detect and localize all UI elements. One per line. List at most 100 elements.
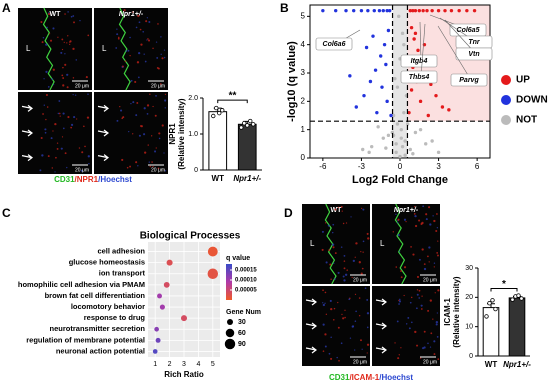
- signal: [322, 323, 325, 326]
- scale-bar-label: 20 μm: [423, 359, 437, 365]
- data-point: [370, 144, 374, 149]
- data-point: [395, 122, 400, 126]
- data-point: [397, 14, 401, 19]
- data-point: [430, 139, 434, 143]
- signal: [324, 333, 327, 336]
- signal: [405, 323, 408, 325]
- signal: [418, 289, 421, 292]
- signal: [60, 147, 63, 150]
- signal: [330, 307, 333, 311]
- signal: [367, 237, 370, 240]
- signal: [421, 221, 424, 225]
- data-point: [373, 68, 378, 72]
- arrow: [375, 298, 387, 306]
- data-point: [484, 314, 489, 319]
- signal: [398, 250, 401, 253]
- signal: [61, 74, 64, 77]
- signal: [414, 215, 417, 218]
- signal: [360, 251, 362, 253]
- stain-label: /Hoechst: [379, 373, 413, 382]
- data-point: [251, 122, 256, 127]
- data-point: [430, 8, 434, 13]
- panel-letter: B: [280, 1, 289, 15]
- x-tick-label: -6: [319, 162, 327, 171]
- annotation-leader: [419, 21, 422, 62]
- annotation-box: [450, 73, 488, 87]
- scale-bar-label: 20 μm: [151, 83, 165, 89]
- signal: [423, 263, 426, 266]
- elastic-lamina: [42, 7, 55, 91]
- signal: [416, 289, 419, 291]
- signal: [87, 93, 89, 95]
- signal: [366, 352, 368, 354]
- data-point: [412, 37, 416, 41]
- signal: [364, 287, 367, 290]
- signal: [52, 27, 55, 30]
- arrow: [375, 346, 387, 354]
- annotation-box: [400, 70, 438, 84]
- annotation-box: [400, 54, 438, 68]
- signal: [150, 135, 153, 137]
- significance-label: *: [502, 279, 506, 290]
- signal: [57, 36, 59, 38]
- data-point: [440, 105, 445, 109]
- data-point: [371, 34, 375, 38]
- signal: [87, 155, 90, 158]
- signal: [146, 104, 150, 107]
- signal: [43, 104, 45, 106]
- signal: [428, 206, 431, 209]
- signal: [329, 299, 332, 303]
- legend-title: Gene Num: [226, 309, 261, 316]
- signal: [136, 61, 140, 64]
- data-point: [403, 153, 407, 157]
- signal: [342, 317, 345, 320]
- signal: [344, 309, 346, 311]
- stain-label: /ICAM-1: [349, 373, 379, 382]
- signal: [79, 19, 81, 22]
- signal: [139, 28, 142, 31]
- data-point: [321, 8, 325, 13]
- signal: [423, 330, 426, 333]
- signal: [50, 39, 53, 42]
- signal: [398, 303, 400, 305]
- signal: [152, 47, 154, 50]
- y-tick-label: 20: [465, 294, 473, 301]
- signal: [428, 246, 431, 249]
- signal: [56, 147, 59, 150]
- signal: [66, 73, 69, 76]
- y-tick-label: brown fat cell differentiation: [45, 291, 146, 300]
- signal: [132, 101, 135, 104]
- signal: [132, 11, 134, 13]
- data-point: [389, 113, 393, 118]
- signal: [436, 254, 439, 257]
- data-point: [411, 152, 415, 156]
- signal: [83, 125, 85, 128]
- x-tick-label: 0: [398, 162, 403, 171]
- size-legend-label: 90: [238, 341, 246, 348]
- data-point: [382, 42, 387, 47]
- signal: [147, 38, 149, 40]
- signal: [340, 205, 343, 208]
- signal: [427, 309, 430, 312]
- arrow: [21, 104, 33, 112]
- micrograph: [94, 8, 168, 90]
- signal: [436, 252, 439, 254]
- signal: [146, 17, 149, 19]
- signal: [421, 248, 424, 251]
- data-point: [449, 8, 454, 13]
- signal: [366, 312, 370, 315]
- data-point: [443, 8, 447, 13]
- signal: [62, 127, 65, 130]
- data-point: [394, 142, 398, 146]
- signal: [67, 35, 69, 37]
- signal: [119, 105, 121, 108]
- signal: [123, 9, 126, 12]
- signal: [132, 133, 134, 135]
- signal: [343, 267, 346, 270]
- data-point: [398, 154, 402, 159]
- data-point: [375, 110, 379, 115]
- x-tick-label: Npr1+/-: [503, 360, 531, 369]
- scale-bar-label: 20 μm: [151, 167, 165, 173]
- signal: [397, 357, 400, 360]
- signal: [436, 312, 438, 314]
